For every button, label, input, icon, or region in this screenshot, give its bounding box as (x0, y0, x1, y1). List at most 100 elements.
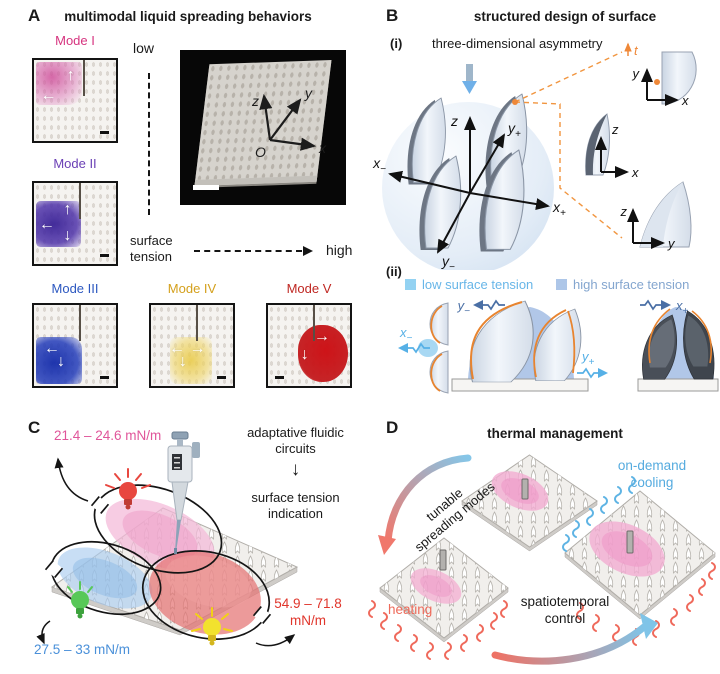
scale-bar (193, 185, 219, 190)
flow-arrow (640, 299, 661, 311)
heating-label: heating (388, 602, 433, 617)
flow-arrow (577, 367, 600, 379)
spread-arrow: ← (43, 339, 60, 357)
flow-down-arrow-icon (462, 64, 477, 94)
mode-2-liquid (36, 200, 81, 247)
flow-arrow (406, 342, 430, 354)
y-plus-label: y+ (507, 120, 521, 140)
x-plus-label: x+ (552, 199, 566, 219)
zoom-callout-lines (514, 51, 623, 239)
axis-label: x (631, 165, 639, 180)
3d-axes (388, 116, 550, 254)
spread-arrow: ← (38, 216, 55, 234)
scale-bar (100, 375, 110, 379)
flow-arrow (481, 299, 505, 311)
mode-5-liquid (298, 325, 348, 382)
sub-i-caption: three-dimensional asymmetry (432, 36, 603, 51)
spread-arrow: ↑ (66, 67, 75, 85)
heater-bar (626, 530, 634, 554)
mode-4-liquid (169, 337, 213, 384)
high-tension-legend: high surface tension (573, 277, 690, 292)
sub-i-label: (i) (390, 36, 403, 51)
mode-2-photo: ↑ ← ↓ (32, 181, 118, 266)
z-axis-label: z (251, 93, 259, 109)
plate-cooling (564, 490, 716, 620)
axis-label: z (611, 122, 619, 137)
panel-b-label: B (386, 6, 399, 25)
dispensing-needle (196, 305, 199, 341)
y-plus-flow-label: y+ (581, 349, 595, 368)
panel-a-title: multimodal liquid spreading behaviors (64, 9, 312, 24)
heater-bar (439, 549, 447, 571)
mode-3-label: Mode III (51, 281, 99, 296)
axis-label: y (667, 236, 676, 251)
cooling-label: on-demand cooling (617, 458, 687, 490)
low-tension-swatch (405, 279, 416, 290)
caption-adaptive-circuits: adaptative fluidic circuits (247, 425, 344, 457)
surface-tension-axis-horizontal (194, 250, 302, 252)
spread-arrow: ↓ (56, 352, 65, 370)
plate-heating (379, 537, 509, 643)
dispensing-needle (79, 183, 82, 219)
asymmetry-3d-diagram: z y+ x− x+ y− t y x (372, 42, 697, 270)
axis-label: z (620, 204, 628, 219)
y-minus-flow-label: y− (457, 298, 471, 317)
mode-1-liquid (36, 62, 83, 105)
mode-1-photo: ↑ ← (32, 58, 118, 143)
down-arrow-icon: ↓ (290, 459, 301, 480)
spread-arrow: ↓ (178, 352, 187, 370)
sem-axes: z y x O (251, 85, 327, 160)
surface-tension-axis-vertical (148, 73, 150, 215)
panel-a-label: A (28, 6, 41, 25)
circuit-breaks (44, 496, 272, 624)
top-view-flow: x− (398, 302, 449, 394)
tunable-gradient-arrow-icon (378, 454, 472, 555)
yellow-bulb-icon (191, 607, 233, 646)
callout-dot (512, 99, 518, 105)
indicator-arrows (36, 457, 296, 647)
dispensing-needle (79, 305, 82, 341)
axis-arrowhead-icon (303, 245, 313, 256)
x-minus-label: x− (372, 155, 386, 175)
red-bulb-icon (105, 468, 151, 510)
thermal-management-illustration (368, 454, 716, 665)
panel-d-label: D (386, 418, 399, 437)
mode-2-label: Mode II (53, 156, 97, 171)
back-view-flow: x+ (637, 298, 719, 392)
svg-text:t: t (634, 43, 639, 58)
spread-arrow: ↓ (63, 227, 72, 245)
green-bulb-icon (67, 581, 93, 619)
blue-reading: 27.5 – 33 mN/m (34, 642, 131, 657)
spread-arrow: → (313, 328, 330, 346)
spatiotemporal-gradient-arrow-icon (491, 613, 658, 665)
axis-label: y (632, 66, 641, 81)
low-label: low (133, 40, 155, 56)
x-plus-flow-label: x+ (675, 298, 689, 317)
red-reading: 54.9 – 71.8 mN/m (274, 596, 342, 628)
origin-label: O (255, 144, 266, 160)
surface-tension-axis-label: surface tension (130, 233, 173, 265)
dispensing-needle (313, 305, 316, 341)
pipette-icon (167, 431, 200, 554)
sem-photo: z y x O (180, 50, 346, 205)
scale-bar (100, 130, 110, 134)
spread-arrow: ↓ (300, 346, 309, 364)
scale-bar (217, 375, 227, 379)
panel-d-title: thermal management (487, 426, 623, 441)
spatiotemporal-label: spatiotemporal control (520, 594, 610, 626)
mode-3-photo: ← ↓ (32, 303, 118, 388)
mode-5-photo: → ↓ (266, 303, 352, 388)
t-axis: t (624, 42, 639, 58)
dispensing-needle (83, 60, 86, 96)
z-axis-label: z (450, 113, 458, 129)
mode-4-label: Mode IV (167, 281, 217, 296)
side-view-flow: y− y+ (451, 298, 608, 392)
spread-arrow: → (189, 339, 206, 357)
panel-c-label: C (28, 418, 41, 437)
spread-arrow: ↑ (63, 201, 72, 219)
front-view: z x (585, 113, 639, 180)
mode-5-label: Mode V (286, 281, 332, 296)
directional-spreading-diagram: x− y− y+ x+ (398, 298, 719, 394)
mode-1-label: Mode I (55, 33, 95, 48)
